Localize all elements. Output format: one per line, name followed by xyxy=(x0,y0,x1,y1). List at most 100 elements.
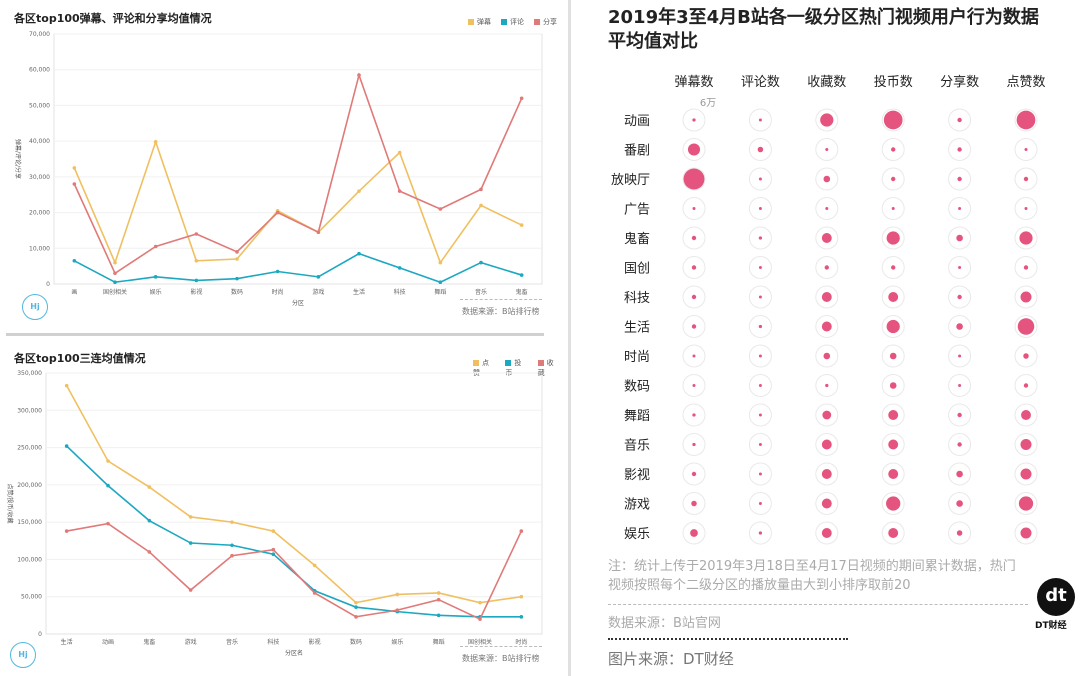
bubble-ring xyxy=(682,167,706,191)
data-point xyxy=(275,269,280,274)
bubble-mark xyxy=(888,528,899,538)
bubble-mark xyxy=(692,413,696,417)
row-label: 游戏 xyxy=(624,498,650,513)
bubble-mark xyxy=(888,292,899,302)
data-point xyxy=(519,96,524,101)
bubble-mark xyxy=(821,439,832,450)
bubble-ring xyxy=(881,285,905,309)
data-point xyxy=(438,280,443,285)
bubble-mark xyxy=(1018,496,1034,511)
x-tick-label: 游戏 xyxy=(312,288,324,296)
column-header: 收藏数 xyxy=(807,75,846,90)
row-label: 时尚 xyxy=(624,350,650,365)
bubble-ring xyxy=(815,197,839,220)
data-point xyxy=(230,543,234,548)
x-tick-label: 游戏 xyxy=(185,638,197,646)
bubble-mark xyxy=(1020,291,1032,303)
chart-panel-2: 各区top100三连均值情况 点赞 投币 收藏 0 50,000 100,000 15… xyxy=(0,340,560,676)
bubble-ring xyxy=(881,403,905,427)
bubble-mark xyxy=(889,382,897,389)
bubble-mark xyxy=(758,531,763,535)
bubble-mark xyxy=(691,324,697,329)
bubble-mark xyxy=(1020,468,1032,480)
data-point xyxy=(194,278,199,283)
bubble-ring xyxy=(881,108,905,132)
bubble-mark xyxy=(758,324,763,329)
bubble-ring xyxy=(748,344,772,368)
bubble-mark xyxy=(821,528,832,538)
bubble-ring xyxy=(815,403,839,427)
y-tick-label: 100,000 xyxy=(17,556,42,563)
bubble-mark xyxy=(821,292,832,302)
x-tick-label: 舞蹈 xyxy=(434,288,446,296)
bubble-ring xyxy=(1014,521,1038,545)
x-tick-label: 时尚 xyxy=(515,638,527,646)
bubble-ring xyxy=(682,315,706,338)
bubble-ring xyxy=(815,462,839,486)
bubble-mark xyxy=(956,530,963,536)
data-point xyxy=(271,529,276,533)
bubble-mark xyxy=(822,410,832,420)
bubble-mark xyxy=(888,439,899,450)
separator xyxy=(6,333,544,336)
data-point xyxy=(479,203,483,208)
y-tick-label: 250,000 xyxy=(17,445,42,452)
row-label: 动画 xyxy=(624,114,650,129)
bubble-mark xyxy=(956,470,963,478)
bubble-ring xyxy=(815,521,839,545)
y-tick-label: 50,000 xyxy=(29,102,50,109)
bubble-mark xyxy=(758,177,762,181)
y-tick-label: 40,000 xyxy=(29,138,50,145)
data-point xyxy=(438,260,443,265)
y-tick-label: 0 xyxy=(38,631,42,638)
x-tick-label: 影视 xyxy=(190,288,202,296)
chart2-source: 数据来源：B站排行榜 xyxy=(462,654,540,663)
bubble-mark xyxy=(758,413,762,417)
x-tick-label: 音乐 xyxy=(226,638,238,646)
bubble-mark xyxy=(691,471,697,477)
bubble-mark xyxy=(956,234,963,242)
bubble-ring xyxy=(948,285,972,309)
bubble-ring xyxy=(815,108,839,132)
data-point xyxy=(106,521,110,526)
bubble-mark xyxy=(891,265,896,270)
bubble-ring xyxy=(748,462,772,486)
chart2-title: 各区top100三连均值情况 xyxy=(14,352,146,365)
data-point xyxy=(271,552,276,557)
y-tick-label: 200,000 xyxy=(17,482,42,489)
bubble-mark xyxy=(823,175,831,183)
data-point xyxy=(316,230,321,235)
bubble-ring xyxy=(948,167,972,191)
bubble-ring xyxy=(815,167,839,191)
bubble-mark xyxy=(692,118,696,122)
data-point xyxy=(479,260,483,265)
scale-label: 6万 xyxy=(700,98,716,109)
bubble-chart-panel: 2019年3至4月B站各一级分区热门视频用户行为数据平均值对比 弹幕数 评论数 收藏… xyxy=(575,0,1080,676)
bubble-mark xyxy=(956,323,963,330)
series-line-收藏 xyxy=(66,522,523,621)
bubble-ring xyxy=(815,492,839,515)
row-label: 音乐 xyxy=(624,438,650,454)
column-header: 弹幕数 xyxy=(674,75,713,90)
bubble-mark xyxy=(1021,410,1031,420)
bubble-mark xyxy=(692,207,696,210)
bubble-ring xyxy=(748,521,772,545)
bubble-ring xyxy=(748,256,772,279)
bubble-ring xyxy=(682,433,706,456)
bubble-ring xyxy=(682,285,706,309)
bubble-ring xyxy=(881,344,905,368)
data-point xyxy=(113,280,117,285)
bubble-mark xyxy=(957,176,962,182)
data-point xyxy=(153,140,158,144)
bubble-mark xyxy=(1019,231,1033,245)
data-point xyxy=(147,518,152,523)
chart3-note: 注：统计上传于2019年3月18日至4月17日视频的期间累计数据，热门视频按照每… xyxy=(608,559,1016,593)
bubble-ring xyxy=(1014,403,1038,427)
data-point xyxy=(479,187,483,192)
data-point xyxy=(113,271,117,276)
bubble-mark xyxy=(958,384,962,387)
bubble-ring xyxy=(748,433,772,456)
series-line-评论 xyxy=(73,252,522,284)
bubble-ring xyxy=(682,521,706,545)
data-point xyxy=(519,223,524,227)
